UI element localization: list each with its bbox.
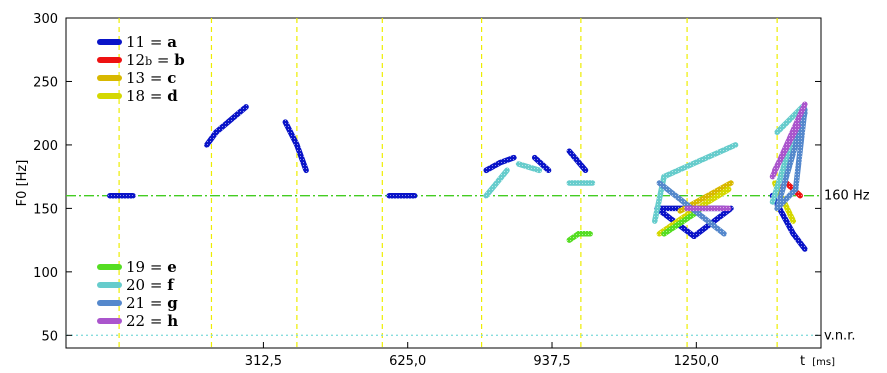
series-h (684, 101, 808, 212)
y-tick-label-2: 150 (33, 202, 58, 217)
legend-entry-f: 20 = f (126, 276, 175, 294)
series-a-segment-2-texture (213, 104, 249, 135)
legend-bottom: 19 = e20 = f21 = g22 = h (97, 258, 178, 330)
series-g-segment-3-texture (774, 110, 808, 212)
series-f-segment-1-texture (515, 161, 543, 174)
series-a-segment-14-texture (790, 231, 808, 252)
reference-label-1: v.n.r. (824, 328, 855, 343)
plot-area (65, 17, 822, 349)
series-a-segment-13-texture (769, 192, 797, 237)
x-tick-label-0: 312,5 (245, 354, 282, 369)
y-tick-label-3: 200 (33, 139, 58, 154)
series-f-segment-4-texture (661, 142, 739, 180)
reference-lines: 160 Hz v.n.r. (66, 189, 870, 343)
legend-entry-e: 19 = e (126, 258, 177, 276)
reference-label-0: 160 Hz (824, 189, 870, 204)
legend-entry-b: 12b = b (126, 51, 185, 69)
legend-entry-h: 22 = h (126, 312, 178, 330)
series-c-segment-0-texture (677, 195, 706, 214)
series-a-segment-3-texture (282, 119, 300, 148)
y-axis-label: F0 [Hz] (15, 160, 30, 207)
series-e-segment-2-texture (661, 208, 702, 237)
y-axis: 50 100 150 200 250 300 (33, 12, 821, 344)
x-axis: 312,5 625,0 937,5 1250,0 (245, 342, 719, 369)
series-c (677, 180, 734, 214)
series-h-segment-2-texture (772, 123, 801, 174)
series-group (107, 101, 808, 252)
series-f-segment-0-texture (483, 167, 510, 199)
series-a-segment-4-texture (294, 142, 309, 174)
x-tick-label-3: 1250,0 (674, 354, 720, 369)
x-tick-label-1: 625,0 (389, 354, 426, 369)
series-a-segment-8-texture (531, 154, 552, 174)
series-c-segment-1-texture (700, 180, 734, 201)
series-e (566, 208, 702, 243)
legend-entry-c: 13 = c (126, 69, 176, 87)
x-axis-label: t [ms] (800, 354, 835, 369)
vertical-gridlines (118, 18, 778, 348)
x-axis-label-unit: [ms] (812, 357, 835, 368)
legend-entry-a: 11 = a (126, 33, 177, 51)
y-tick-label-4: 250 (33, 75, 58, 90)
y-tick-label-1: 100 (33, 266, 58, 281)
legend-entry-g: 21 = g (126, 294, 178, 312)
x-axis-label-main: t (800, 354, 805, 369)
series-a-segment-9-texture (566, 148, 589, 174)
series-a-segment-7-texture (497, 154, 517, 166)
series-f-segment-5-texture (774, 104, 806, 135)
x-tick-label-2: 937,5 (533, 354, 570, 369)
y-tick-label-0: 50 (41, 329, 58, 344)
y-tick-label-5: 300 (33, 12, 58, 27)
legend-entry-d: 18 = d (126, 87, 178, 105)
